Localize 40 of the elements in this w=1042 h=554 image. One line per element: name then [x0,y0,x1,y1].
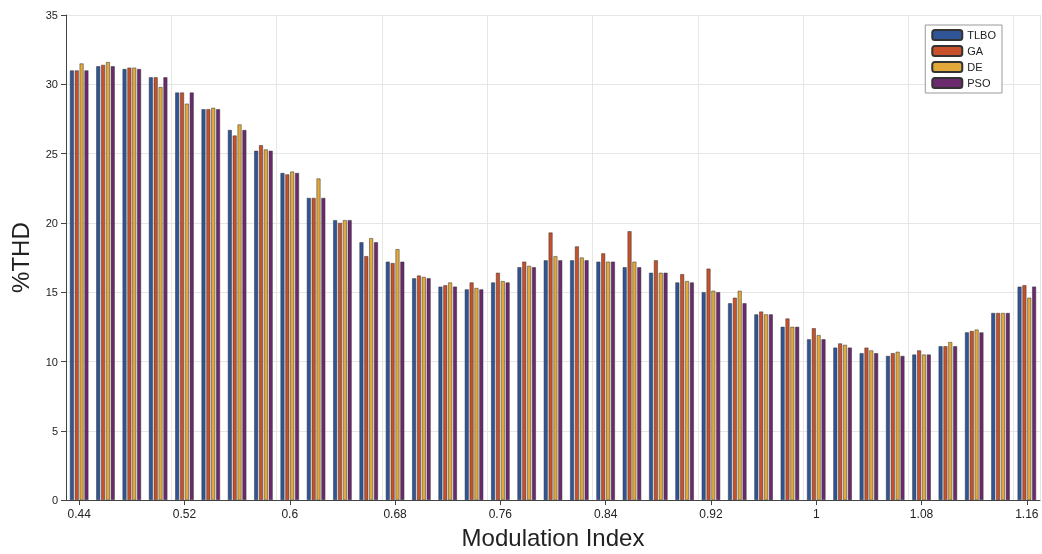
x-tick-label: 1.08 [909,507,934,522]
y-tick-label: 15 [45,286,58,299]
bar [847,347,852,501]
y-tick-label: 5 [51,424,58,437]
legend-label: DE [967,61,983,73]
bar [175,92,180,501]
y-tick-label: 0 [51,494,58,507]
y-axis-title: %THD [6,222,34,293]
y-tick-label: 25 [45,147,58,160]
bar [110,66,115,501]
bar [768,314,773,501]
x-tick-label: 0.76 [488,507,513,522]
y-tick-label: 10 [45,355,58,368]
legend-label: PSO [967,77,991,89]
bar [189,92,194,501]
y-tick-label: 20 [45,216,58,229]
legend-label: GA [967,45,984,57]
bar [991,312,996,501]
legend-label: TLBO [967,29,997,41]
bar [926,354,931,501]
bar [833,347,838,501]
x-tick-label: 0.6 [281,507,299,522]
bar [689,282,694,501]
bar [268,150,273,501]
bar [96,66,101,501]
x-axis-title: Modulation Index [461,523,645,551]
bar [912,354,917,501]
x-tick-label: 0.84 [593,507,618,522]
x-tick-label: 0.68 [383,507,408,522]
x-tick-label: 1 [812,507,820,522]
x-tick-label: 1.16 [1015,507,1039,522]
y-tick-label: 30 [45,78,58,91]
bar [333,220,338,501]
bar [1005,312,1010,501]
bar [610,261,615,501]
y-tick-label: 35 [45,9,58,21]
x-tick-label: 0.44 [67,507,92,522]
x-tick-label: 0.92 [699,507,723,522]
bar [412,278,417,501]
x-tick-label: 0.52 [172,507,197,522]
